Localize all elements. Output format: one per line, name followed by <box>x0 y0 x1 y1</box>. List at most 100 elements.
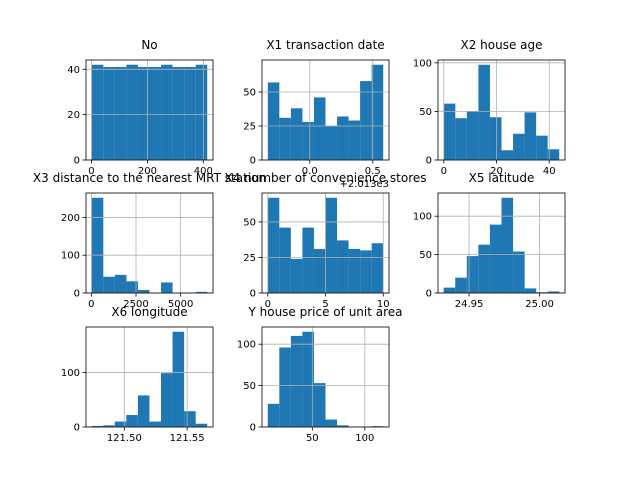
bar <box>325 419 338 427</box>
x-tick-label: 100 <box>355 433 374 444</box>
subplot-title: Y house price of unit area <box>247 305 402 319</box>
axes-frame <box>261 192 390 294</box>
axes-frame <box>261 59 390 161</box>
bar <box>103 67 115 160</box>
bar <box>137 67 150 160</box>
bar <box>161 282 173 293</box>
bar <box>524 288 537 293</box>
bar <box>267 82 280 160</box>
bar <box>489 117 502 160</box>
y-tick-label: 0 <box>74 423 80 434</box>
bar <box>172 331 185 427</box>
x-tick-label: 400 <box>194 166 213 177</box>
bar <box>313 97 326 160</box>
y-tick-label: 0 <box>74 289 80 300</box>
bar <box>443 287 456 293</box>
y-tick-label: 25 <box>243 253 256 264</box>
y-tick-label: 200 <box>61 213 80 224</box>
subplot-title: X3 distance to the nearest MRT station <box>33 171 266 185</box>
bar <box>114 274 127 293</box>
bar <box>302 227 314 293</box>
bar <box>160 373 173 427</box>
subplot-title: X1 transaction date <box>266 38 384 52</box>
x-tick-label: 0.5 <box>365 166 381 177</box>
bar <box>279 347 291 427</box>
bar <box>184 411 196 427</box>
bar <box>348 248 361 293</box>
y-tick-label: 0 <box>426 289 432 300</box>
bar <box>466 111 479 160</box>
x-tick-label: 24.95 <box>455 299 484 310</box>
x-tick-label: 10 <box>377 299 390 310</box>
bar <box>501 197 514 293</box>
axes-frame <box>437 59 566 161</box>
bar <box>455 118 467 160</box>
x-offset-label: +2.013e3 <box>339 179 389 190</box>
x-tick-label: 0 <box>441 166 447 177</box>
bar <box>478 64 490 160</box>
x-tick-label: 2500 <box>123 299 148 310</box>
bar <box>360 81 372 160</box>
y-tick-label: 100 <box>61 251 80 262</box>
bar <box>371 426 384 427</box>
bar <box>547 291 560 293</box>
bar <box>267 197 280 293</box>
y-tick-label: 25 <box>243 121 256 132</box>
bar <box>149 67 162 160</box>
subplot-title: No <box>141 38 157 52</box>
bar <box>313 383 326 427</box>
y-tick-label: 100 <box>413 58 432 69</box>
bar <box>325 125 338 160</box>
bar <box>184 67 196 160</box>
bar <box>149 421 161 427</box>
y-tick-label: 100 <box>413 212 432 223</box>
y-tick-label: 0 <box>250 423 256 434</box>
x-tick-label: 5000 <box>168 299 193 310</box>
y-tick-label: 0 <box>426 156 432 167</box>
y-tick-label: 100 <box>61 368 80 379</box>
bar <box>137 395 150 427</box>
x-tick-label: 0 <box>88 299 94 310</box>
bar <box>126 281 138 293</box>
bar <box>161 64 173 160</box>
bar <box>337 240 349 293</box>
x-tick-label: 40 <box>543 166 556 177</box>
bar <box>195 291 208 293</box>
bar <box>290 258 303 293</box>
bar <box>513 133 525 160</box>
x-tick-label: 50 <box>306 433 319 444</box>
bar <box>443 103 456 160</box>
x-tick-label: 0 <box>265 299 271 310</box>
y-tick-label: 50 <box>243 87 256 98</box>
subplot-title: X5 latitude <box>469 171 535 185</box>
y-tick-label: 20 <box>67 110 80 121</box>
y-tick-label: 100 <box>237 340 256 351</box>
bar <box>478 244 490 293</box>
bar <box>524 112 537 160</box>
x-tick-label: 0 <box>88 166 94 177</box>
y-tick-label: 40 <box>67 65 80 76</box>
axes-frame <box>437 192 566 294</box>
subplot-title: X6 longitude <box>111 305 187 319</box>
bar <box>302 331 314 427</box>
x-tick-label: 200 <box>138 166 157 177</box>
bar <box>337 425 349 427</box>
bar <box>536 135 548 160</box>
subplot-title: X4 number of convenience stores <box>224 171 426 185</box>
y-tick-label: 50 <box>243 217 256 228</box>
bar <box>91 197 104 293</box>
bar <box>360 250 372 293</box>
axes-frame <box>85 59 214 161</box>
x-tick-label: 0.0 <box>302 166 318 177</box>
bar <box>371 64 384 160</box>
bar <box>466 256 479 293</box>
x-tick-label: 121.50 <box>107 433 142 444</box>
y-tick-label: 0 <box>74 156 80 167</box>
bar <box>103 425 115 427</box>
bar <box>279 227 291 293</box>
bar <box>114 421 127 427</box>
bar <box>547 149 560 160</box>
bar <box>126 64 138 160</box>
